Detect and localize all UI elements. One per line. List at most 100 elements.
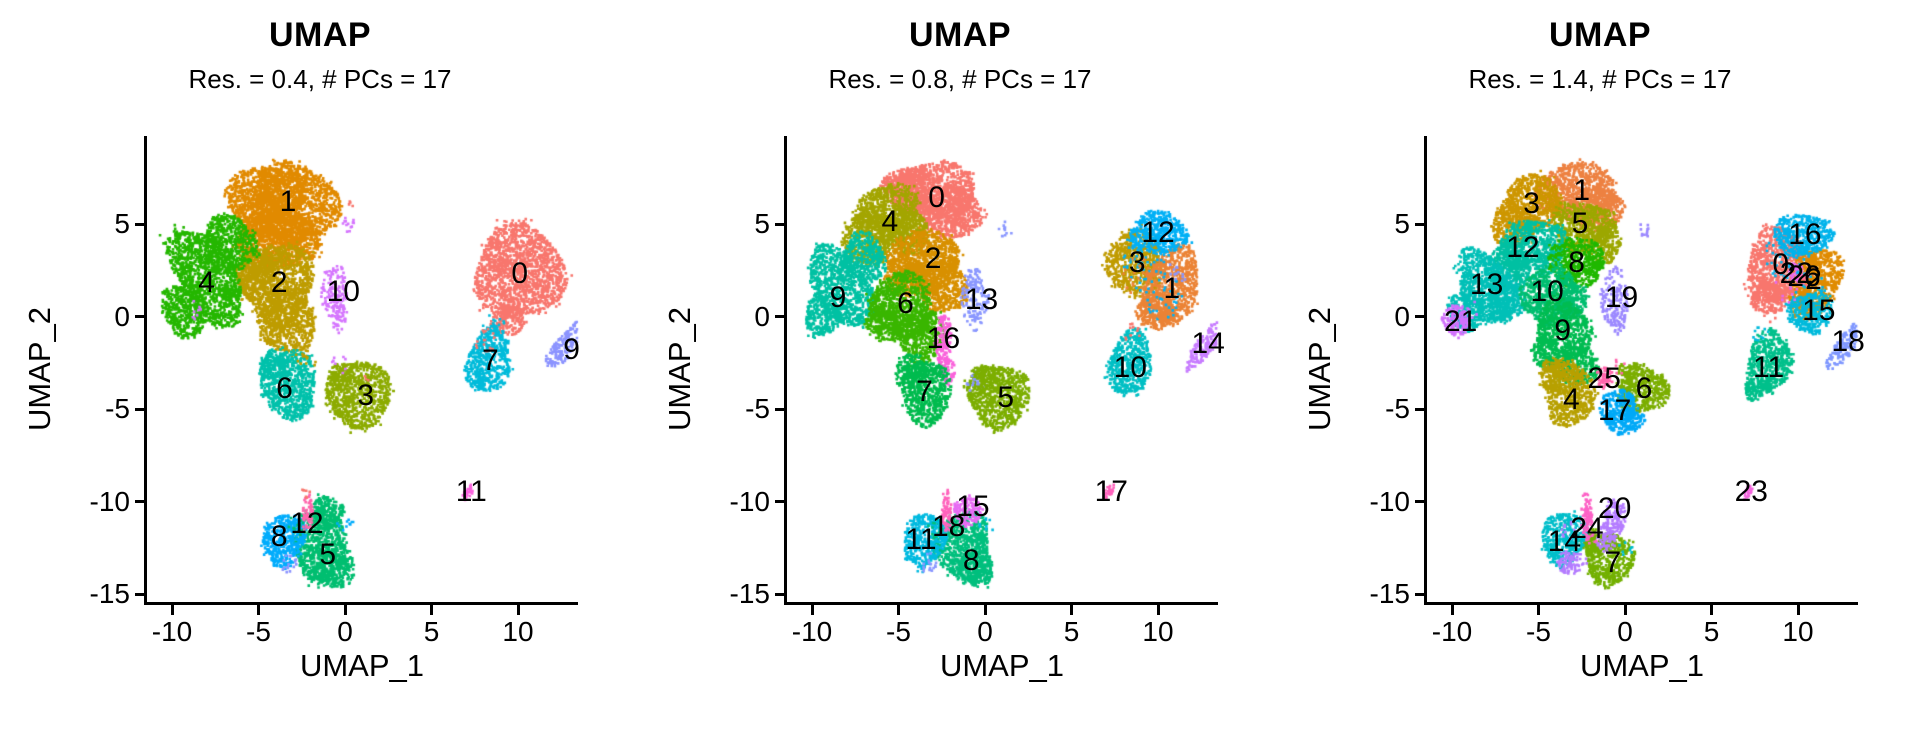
cluster-label-3: 3	[1523, 186, 1540, 220]
y-axis-tick	[135, 407, 144, 411]
cluster-label-5: 5	[1571, 207, 1589, 240]
cluster-label-0: 0	[1772, 247, 1790, 281]
x-tick-label: -5	[1526, 616, 1551, 647]
x-axis-line	[1424, 602, 1858, 605]
y-tick-label: -5	[105, 393, 130, 424]
panel-title: UMAP	[908, 16, 1012, 54]
cluster-label-22: 22	[1779, 256, 1813, 290]
y-axis-tick	[1415, 222, 1424, 226]
cluster-label-6: 6	[1635, 371, 1653, 405]
cluster-label-11: 11	[1753, 351, 1785, 385]
x-axis-tick	[1450, 605, 1454, 615]
x-tick-label: -10	[1431, 616, 1473, 647]
panel-title: UMAP	[268, 16, 372, 54]
cluster-label-20: 20	[1597, 491, 1632, 525]
cluster-label-9: 9	[829, 281, 847, 314]
x-tick-label: 5	[423, 616, 440, 647]
y-axis-tick	[135, 222, 144, 226]
cluster-label-1: 1	[1163, 271, 1181, 305]
cluster-label-7: 7	[916, 375, 933, 409]
x-tick-label: -5	[886, 616, 911, 647]
y-tick-label: 5	[754, 208, 770, 239]
cluster-label-1: 1	[279, 184, 297, 218]
x-axis-line	[144, 602, 578, 605]
cluster-label-16: 16	[926, 321, 961, 355]
x-axis-title: UMAP_1	[1579, 648, 1705, 683]
cluster-label-14: 14	[1191, 327, 1225, 361]
x-axis-title: UMAP_1	[939, 648, 1065, 683]
cluster-label-12: 12	[1506, 231, 1540, 265]
y-axis-tick	[1415, 592, 1424, 596]
cluster-label-11: 11	[905, 523, 937, 557]
y-tick-label: 5	[1394, 208, 1410, 239]
x-axis-tick	[1070, 605, 1073, 615]
y-axis-line	[784, 136, 787, 605]
x-axis-tick	[1710, 605, 1713, 615]
x-axis-line	[784, 602, 1218, 605]
cluster-label-10: 10	[1530, 275, 1564, 309]
y-axis-tick	[1415, 500, 1424, 503]
x-tick-label: -10	[791, 616, 833, 647]
cluster-label-13: 13	[1469, 268, 1504, 302]
cluster-label-3: 3	[1128, 245, 1146, 279]
x-tick-label: 5	[1063, 616, 1080, 647]
x-axis-tick	[343, 605, 347, 615]
cluster-label-7: 7	[481, 343, 499, 377]
y-tick-label: 0	[1394, 300, 1410, 332]
y-axis-tick	[775, 592, 784, 596]
x-tick-label: 10	[1782, 616, 1814, 647]
y-axis-tick	[775, 407, 784, 411]
cluster-label-12: 12	[290, 506, 324, 540]
panel-subtitle: Res. = 0.4, # PCs = 17	[188, 64, 452, 94]
y-axis-tick	[775, 222, 784, 226]
cluster-label-23: 23	[1734, 475, 1768, 509]
y-axis-title: UMAP_2	[662, 306, 697, 432]
cluster-label-2: 2	[270, 266, 288, 300]
y-axis-title: UMAP_2	[22, 306, 57, 432]
cluster-label-0: 0	[511, 256, 529, 290]
x-axis-title: UMAP_1	[299, 648, 425, 683]
y-axis-tick	[135, 315, 144, 318]
y-tick-label: -15	[1369, 578, 1410, 609]
cluster-label-6: 6	[897, 286, 914, 320]
cluster-label-11: 11	[455, 475, 487, 509]
y-axis-tick	[1415, 315, 1424, 318]
x-tick-label: 0	[977, 616, 993, 647]
x-axis-tick	[810, 605, 814, 615]
x-axis-tick	[257, 605, 260, 615]
y-axis-tick	[135, 592, 144, 596]
y-tick-label: -5	[1385, 393, 1410, 424]
cluster-label-26: 26	[1787, 259, 1821, 293]
cluster-label-17: 17	[1597, 393, 1632, 427]
y-tick-label: -15	[729, 578, 770, 609]
panel-res-0-4: UMAP Res. = 0.4, # PCs = 17 UMAP_2 UMAP_…	[0, 0, 640, 729]
cluster-label-1: 1	[1573, 173, 1591, 207]
panel-subtitle: Res. = 1.4, # PCs = 17	[1468, 64, 1732, 94]
x-axis-tick	[1623, 605, 1627, 615]
x-tick-label: 0	[337, 616, 353, 647]
x-axis-tick	[983, 605, 987, 615]
y-tick-label: 0	[754, 300, 770, 332]
cluster-label-15: 15	[956, 490, 990, 524]
panel-title: UMAP	[1548, 16, 1652, 54]
x-axis-tick	[897, 605, 900, 615]
cluster-label-8: 8	[1568, 245, 1585, 279]
cluster-label-2: 2	[924, 242, 942, 276]
x-tick-label: -5	[246, 616, 271, 647]
cluster-label-4: 4	[1563, 382, 1580, 416]
cluster-label-25: 25	[1587, 362, 1621, 396]
cluster-label-9: 9	[1554, 314, 1572, 348]
cluster-label-10: 10	[326, 275, 360, 309]
cluster-label-6: 6	[276, 371, 293, 405]
cluster-label-8: 8	[962, 543, 980, 577]
cluster-label-12: 12	[1141, 216, 1175, 250]
cluster-label-7: 7	[1604, 545, 1622, 579]
cluster-label-17: 17	[1094, 475, 1128, 509]
cluster-label-18: 18	[931, 510, 966, 544]
y-axis-line	[144, 136, 147, 605]
panel-res-1-4: UMAP Res. = 1.4, # PCs = 17 UMAP_2 UMAP_…	[1280, 0, 1920, 729]
cluster-label-16: 16	[1788, 218, 1822, 252]
y-axis-title: UMAP_2	[1302, 306, 1337, 432]
